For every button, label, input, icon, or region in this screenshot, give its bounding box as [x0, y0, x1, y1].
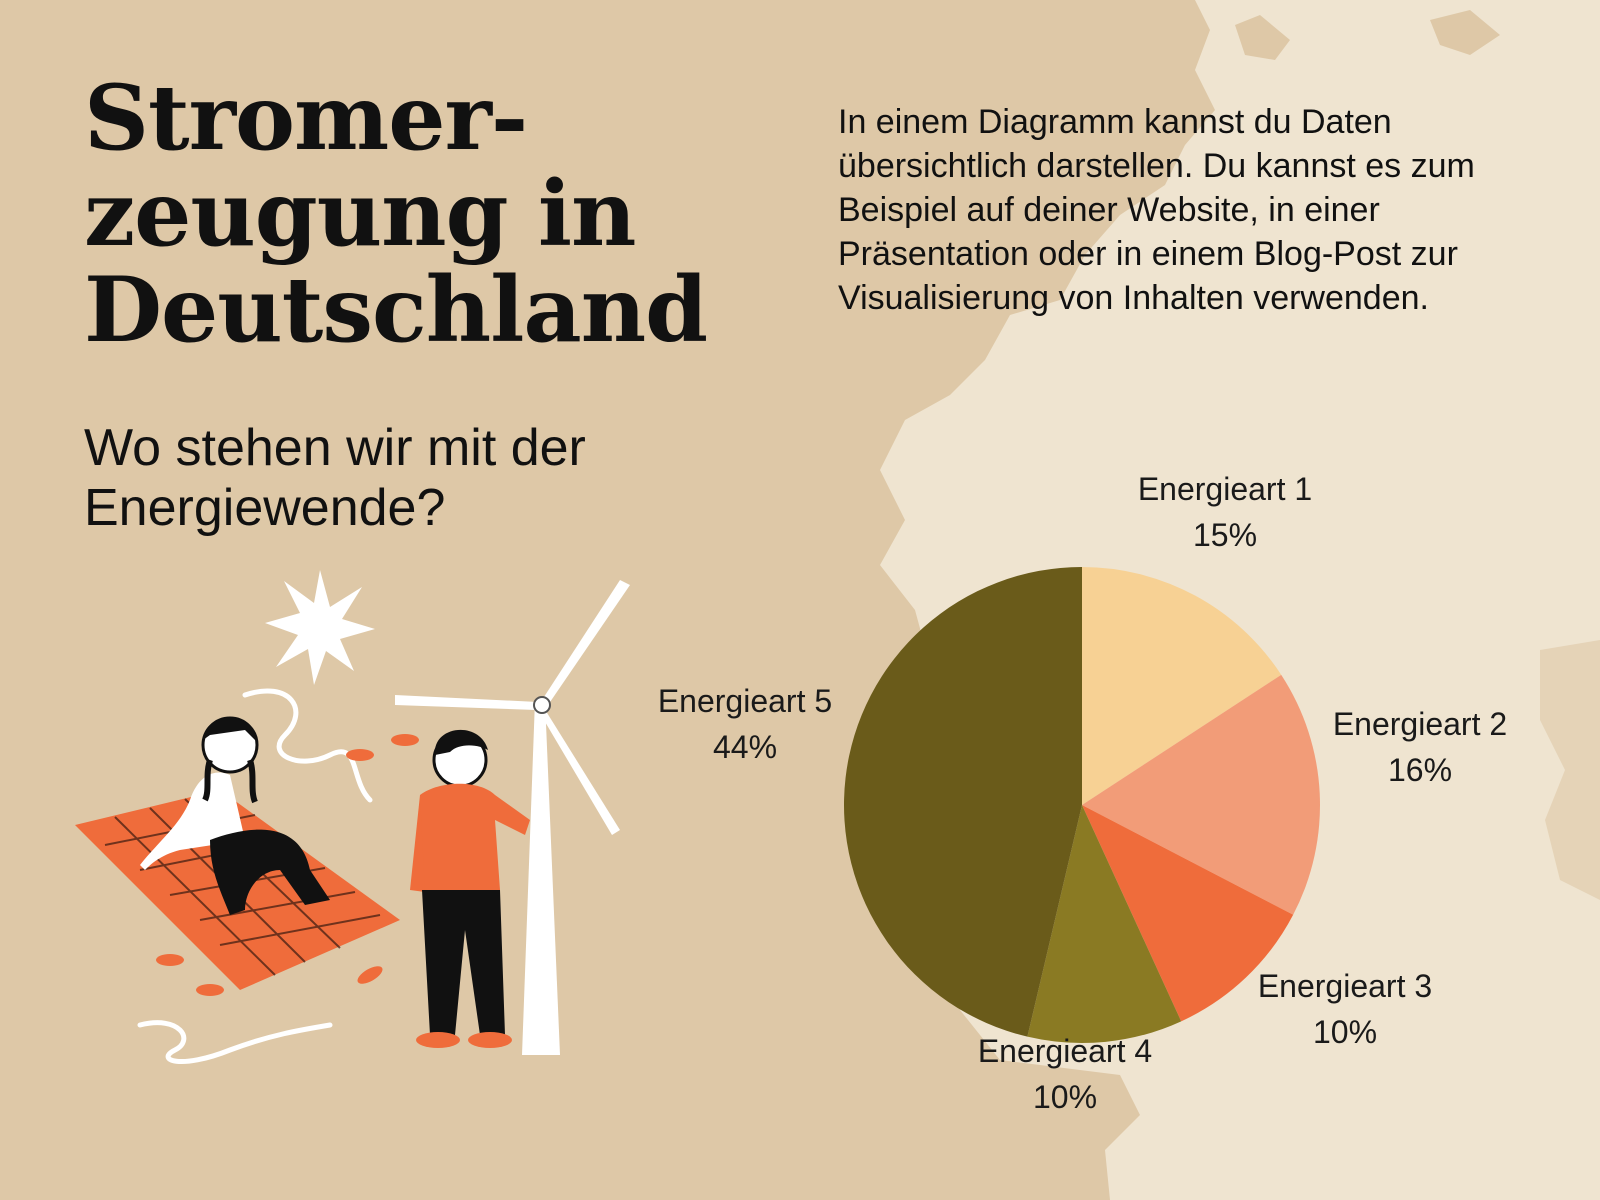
pie-value-label-1: 15% — [1193, 517, 1257, 553]
pie-slice-4 — [1027, 805, 1182, 1043]
pie-slices — [843, 567, 1320, 1043]
leaf-icon — [196, 984, 224, 996]
pie-value-label-5: 44% — [713, 729, 777, 765]
pie-value-label-3: 10% — [1313, 1014, 1377, 1050]
leaf-icon — [391, 734, 419, 746]
pie-labels: Energieart 1 15% Energieart 2 16% Energieart… — [658, 471, 1507, 1115]
person-sitting-icon — [140, 716, 330, 915]
pie-value-label-2: 16% — [1388, 752, 1452, 788]
pie-slice-5 — [843, 567, 1082, 1037]
pie-slice-1 — [1082, 567, 1282, 805]
leaf-icon — [357, 966, 383, 984]
pie-slice-2 — [1082, 674, 1320, 915]
pie-slice-3 — [1082, 805, 1294, 1022]
title-line: Deutschland — [84, 257, 708, 363]
person-standing-icon — [410, 729, 530, 1048]
pie-label-3: Energieart 3 — [1258, 968, 1432, 1004]
pie-label-1: Energieart 1 — [1138, 471, 1312, 507]
pie-label-2: Energieart 2 — [1333, 706, 1507, 742]
title-line: zeugung in — [84, 161, 637, 267]
swirl-line — [242, 688, 373, 803]
leaf-icon — [346, 749, 374, 761]
pie-label-5: Energieart 5 — [658, 683, 832, 719]
page-subtitle: Wo stehen wir mit der Energiewende? — [84, 419, 586, 537]
leaf-icon — [156, 954, 184, 966]
pie-label-4: Energieart 4 — [978, 1033, 1152, 1069]
illustration — [75, 570, 630, 1064]
page-title: Stromer- zeugung in Deutschland — [84, 65, 708, 363]
pie-value-label-4: 10% — [1033, 1079, 1097, 1115]
swirl-line — [137, 1020, 333, 1064]
intro-paragraph: In einem Diagramm kannst du Daten übersi… — [838, 103, 1475, 317]
title-line: Stromer- — [84, 65, 528, 171]
sun-icon — [265, 570, 375, 685]
wind-turbine-icon — [395, 580, 630, 1055]
